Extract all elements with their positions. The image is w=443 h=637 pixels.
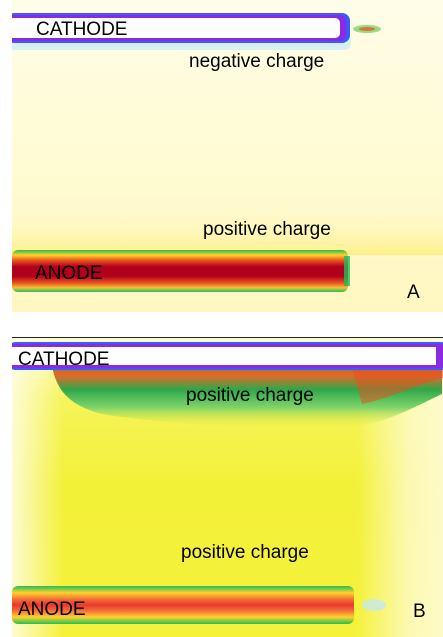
panel-a-anode: [12, 250, 350, 292]
panel-a-haze: [12, 210, 443, 255]
panel-b-anode-label: ANODE: [18, 599, 86, 620]
panel-a-letter: A: [407, 282, 420, 303]
panel-b-cathode: [12, 342, 443, 370]
panel-b-lower-charge-label: positive charge: [181, 542, 309, 563]
panel-a-cathode-label: CATHODE: [36, 19, 128, 40]
panel-a: CATHODE negative charge positive charge …: [12, 0, 443, 312]
panel-b: CATHODE positive charge positive charge …: [12, 337, 443, 637]
panel-a-upper-charge-label: negative charge: [189, 51, 325, 72]
panel-b-charge-plume: [52, 358, 442, 429]
panel-a-anode-label: ANODE: [35, 263, 103, 284]
panel-a-thermal-image: [12, 0, 443, 312]
panel-b-letter: B: [413, 601, 426, 622]
panel-b-upper-charge-label: positive charge: [186, 385, 314, 406]
panel-a-lower-charge-label: positive charge: [203, 219, 331, 240]
panel-a-cathode: [12, 13, 381, 50]
panel-b-anode: [12, 586, 386, 624]
panel-b-thermal-image: [12, 338, 443, 637]
panel-b-cathode-label: CATHODE: [18, 349, 110, 370]
